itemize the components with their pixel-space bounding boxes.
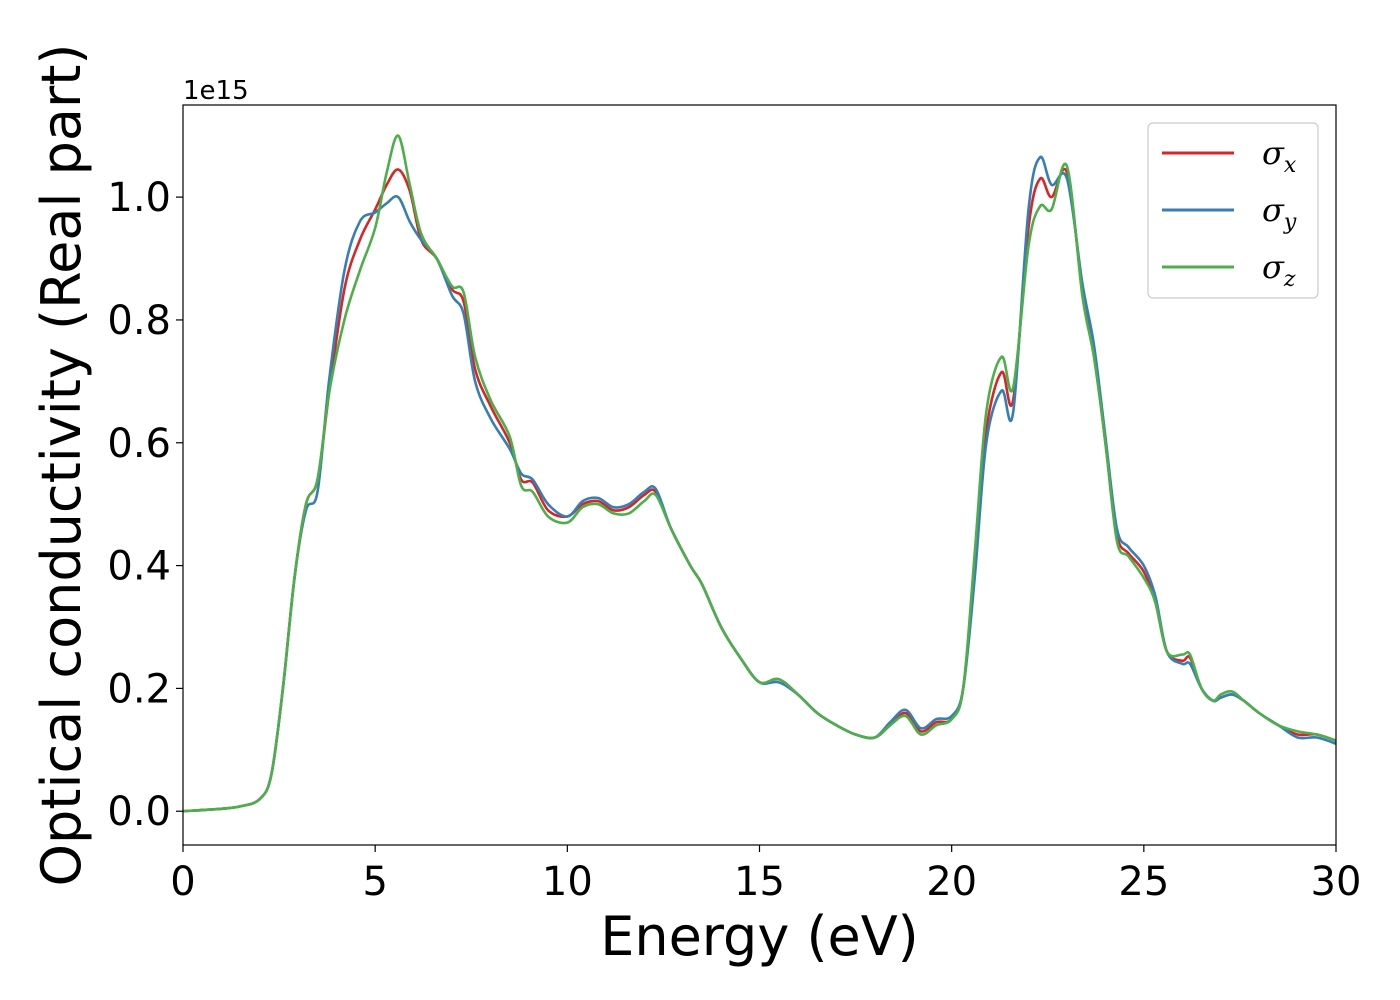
x-tick-label: 15	[734, 859, 785, 905]
y-axis-label: Optical conductivity (Real part)	[30, 44, 93, 887]
y-tick-label: 0.0	[107, 789, 171, 835]
legend-label-z: σz	[1262, 248, 1296, 292]
legend: σx σy σz	[1147, 122, 1319, 299]
legend-label-x: σx	[1262, 134, 1297, 178]
y-tick-label: 0.8	[107, 298, 171, 344]
x-tick-label: 10	[542, 859, 593, 905]
y-tick-label: 0.4	[107, 544, 171, 590]
x-axis: 0 5 10 15 20 25 30	[170, 845, 1361, 905]
series-line-z	[183, 134, 1336, 813]
x-tick-label: 30	[1311, 859, 1362, 905]
x-tick-label: 5	[362, 859, 387, 905]
y-tick-label: 0.2	[107, 666, 171, 712]
x-axis-label: Energy (eV)	[600, 905, 919, 968]
legend-label-y: σy	[1262, 191, 1297, 235]
x-tick-label: 25	[1118, 859, 1169, 905]
y-offset-label: 1e15	[183, 76, 249, 106]
x-tick-label: 20	[926, 859, 977, 905]
x-tick-label: 0	[170, 859, 195, 905]
y-tick-label: 1.0	[107, 175, 171, 221]
y-axis: 0.0 0.2 0.4 0.6 0.8 1.0	[107, 175, 183, 835]
series-layer	[183, 134, 1336, 813]
y-tick-label: 0.6	[107, 421, 171, 467]
